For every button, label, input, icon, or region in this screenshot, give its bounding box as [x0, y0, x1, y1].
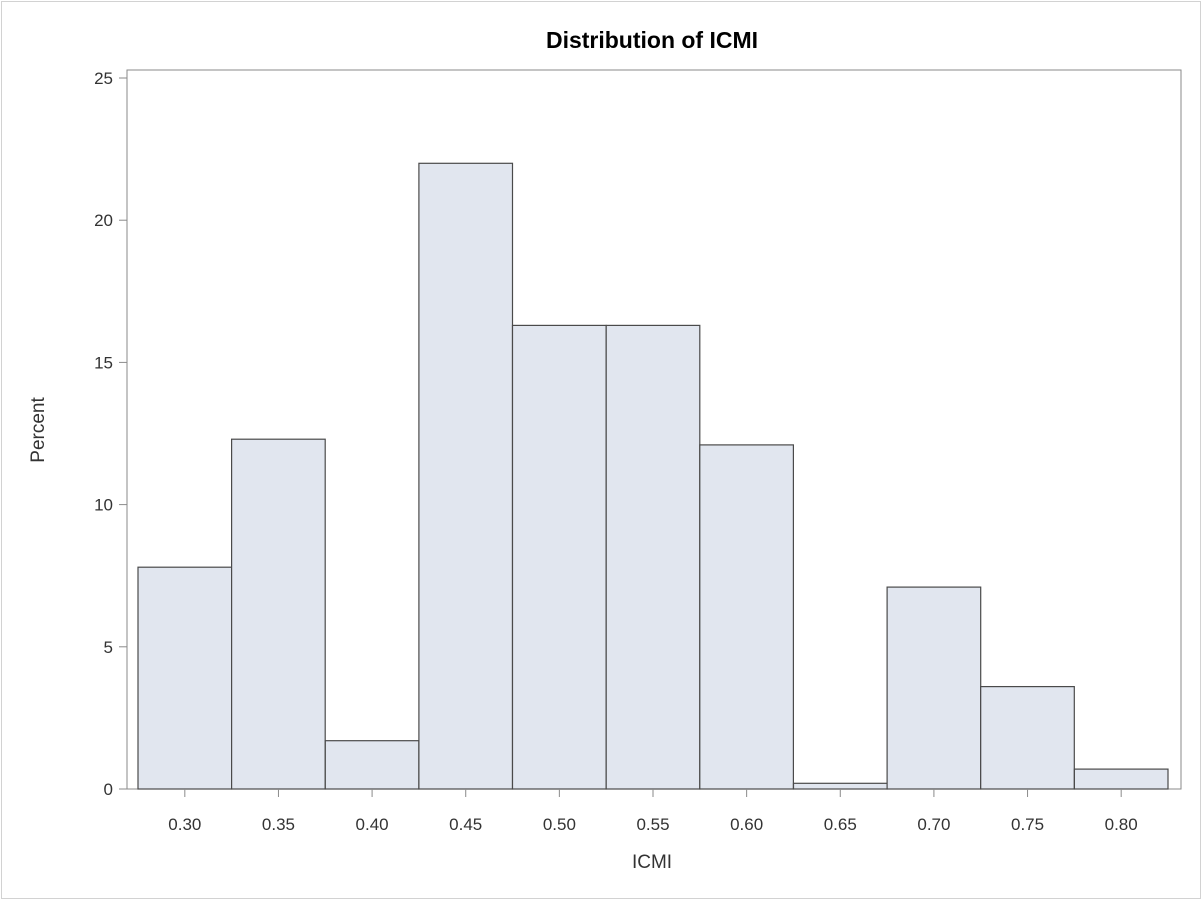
x-tick-label: 0.50 — [543, 815, 576, 834]
histogram-bar-0.40 — [324, 740, 420, 790]
histogram-bar-0.55 — [605, 324, 701, 790]
x-tick-label: 0.40 — [356, 815, 389, 834]
histogram-bar-0.60 — [699, 444, 794, 790]
y-tick-label: 10 — [94, 496, 113, 515]
y-axis-title: Percent — [28, 397, 49, 463]
histogram-bar-0.45 — [418, 162, 514, 790]
x-tick-label: 0.65 — [824, 815, 857, 834]
histogram-bar-0.65 — [792, 782, 888, 790]
x-tick-label: 0.60 — [730, 815, 763, 834]
x-axis-title: ICMI — [632, 852, 672, 873]
x-tick-label: 0.35 — [262, 815, 295, 834]
histogram-bar-0.80 — [1073, 768, 1169, 790]
histogram-bar-0.75 — [980, 685, 1075, 790]
histogram-bar-0.35 — [231, 438, 326, 790]
y-tick-label: 5 — [104, 638, 113, 657]
y-axis: 0 5 10 15 20 25 — [94, 69, 127, 799]
x-tick-label: 0.80 — [1105, 815, 1138, 834]
x-axis: 0.30 0.35 0.40 0.45 0.50 0.55 0.60 0.65 0.70 0.75… — [168, 789, 1138, 834]
x-tick-label: 0.30 — [168, 815, 201, 834]
histogram-bar-0.70 — [886, 586, 982, 790]
histogram-bar-0.30 — [137, 566, 233, 790]
x-tick-label: 0.45 — [449, 815, 482, 834]
y-tick-label: 15 — [94, 353, 113, 372]
chart-title: Distribution of ICMI — [546, 27, 758, 53]
y-tick-label: 25 — [94, 69, 113, 88]
x-tick-label: 0.70 — [917, 815, 950, 834]
x-tick-label: 0.75 — [1011, 815, 1044, 834]
y-tick-label: 20 — [94, 211, 113, 230]
y-tick-label: 0 — [104, 780, 113, 799]
bars-group — [137, 162, 1169, 790]
x-tick-label: 0.55 — [636, 815, 669, 834]
histogram-bar-0.50 — [511, 324, 607, 790]
